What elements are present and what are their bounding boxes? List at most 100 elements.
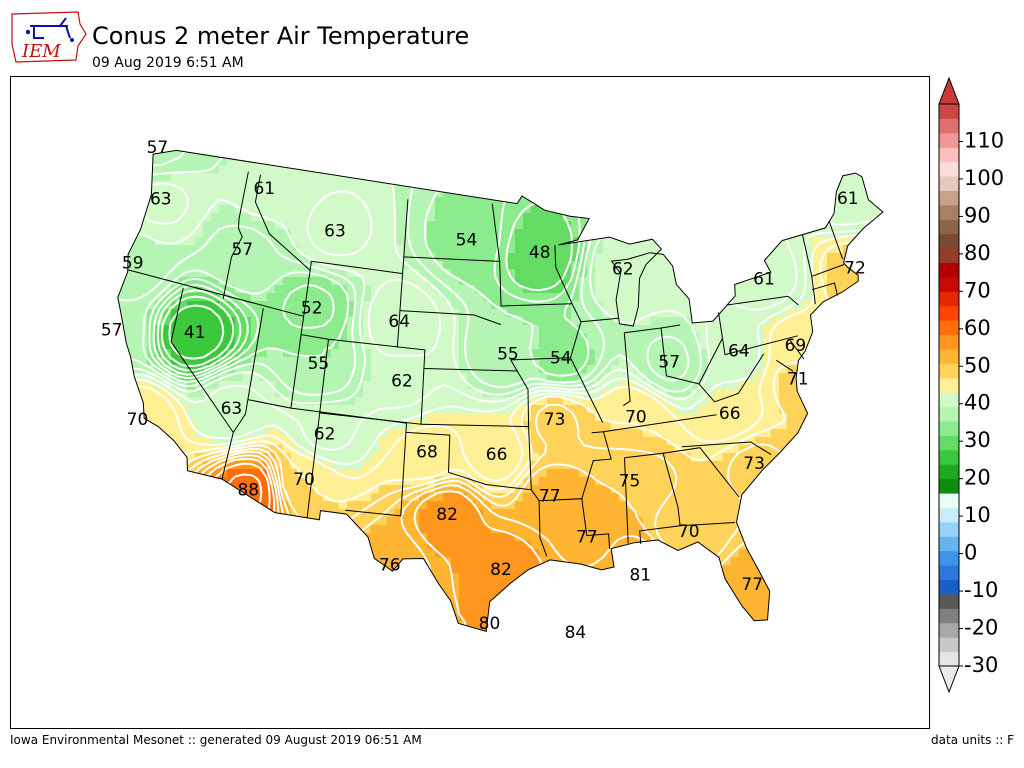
field-cell [475,261,484,270]
field-cell [251,301,260,310]
field-cell [555,269,564,278]
field-cell [371,125,380,134]
field-cell [27,413,36,422]
field-cell [291,150,300,158]
field-cell [795,245,804,254]
field-cell [547,349,556,358]
field-cell [475,397,484,406]
field-cell [859,317,868,326]
field-cell [619,141,628,150]
field-cell [547,133,556,142]
field-cell [107,293,116,302]
field-cell [755,253,764,262]
field-cell [459,285,468,294]
field-cell [19,421,28,430]
field-cell [187,237,196,246]
field-cell [99,157,108,166]
field-cell [715,117,724,126]
field-cell [707,341,716,350]
field-cell [867,85,876,94]
field-cell [227,109,236,118]
field-cell [331,165,340,174]
field-cell [291,205,300,214]
field-cell [403,333,412,342]
field-cell [923,245,930,254]
field-cell [235,325,244,334]
field-cell [467,213,476,222]
field-cell [827,365,836,374]
field-cell [283,389,292,398]
field-cell [787,293,796,302]
field-cell [27,165,36,174]
field-cell [611,125,620,134]
field-cell [131,341,140,350]
field-cell [331,150,340,158]
field-cell [163,405,172,414]
field-cell [147,381,156,390]
field-cell [131,285,140,294]
field-cell [603,293,612,302]
field-cell [395,93,404,102]
field-cell [523,413,532,422]
field-cell [875,301,883,310]
field-cell [67,93,76,102]
field-cell [707,101,716,110]
field-cell [699,349,708,358]
field-cell [475,125,484,134]
field-cell [483,317,492,326]
field-cell [627,317,636,326]
field-cell [19,333,28,342]
field-cell [691,413,700,422]
field-cell [283,237,292,246]
field-cell [123,181,132,190]
field-cell [443,373,452,382]
field-cell [635,109,644,118]
field-cell [867,205,876,214]
field-cell [483,157,492,166]
field-cell [51,325,60,334]
field-cell [635,317,644,326]
field-cell [227,381,236,390]
field-cell [403,381,412,390]
field-cell [331,93,340,102]
field-cell [699,301,708,310]
field-cell [459,293,468,302]
field-cell [675,413,684,422]
field-cell [539,101,548,110]
field-cell [19,181,28,190]
field-cell [763,173,772,182]
field-cell [403,357,412,366]
field-cell [435,109,444,118]
field-cell [635,253,644,262]
field-cell [747,141,756,150]
field-cell [651,189,660,198]
field-cell [731,269,740,278]
field-cell [803,357,812,366]
field-cell [891,117,900,126]
field-cell [155,301,164,310]
field-cell [291,213,300,222]
field-cell [635,373,644,382]
field-cell [643,141,652,150]
field-cell [531,165,540,174]
field-cell [283,133,292,142]
field-cell [771,157,780,166]
field-cell [363,221,372,230]
field-cell [403,93,412,102]
field-cell [731,253,740,262]
field-cell [435,101,444,110]
field-cell [779,173,788,182]
field-cell [771,133,780,142]
field-cell [355,101,364,110]
field-cell [419,229,428,238]
field-cell [243,277,252,286]
field-cell [379,357,388,366]
field-cell [307,133,316,142]
field-cell [491,157,500,166]
field-cell [251,85,260,94]
field-cell [315,133,324,142]
field-cell [507,341,516,350]
field-cell [427,125,436,134]
field-cell [347,325,356,334]
field-cell [507,197,516,206]
